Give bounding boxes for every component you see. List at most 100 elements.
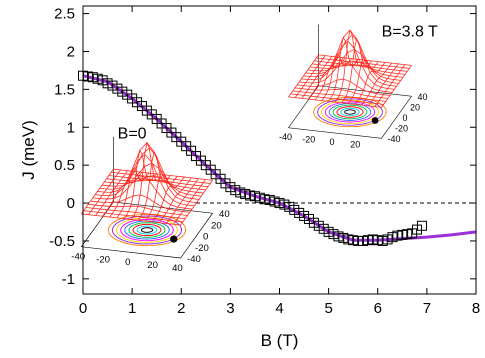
inset-base-plane — [80, 201, 214, 259]
axis-ticks: 0 1 2 3 4 5 6 7 8 -1 -0.5 0 0.5 1 1.5 2 2.5 — [49, 6, 480, 317]
inset-surface-mesh — [381, 65, 412, 108]
inset-surface-mesh — [95, 153, 195, 207]
inset-x-tick-label: -20 — [96, 254, 110, 265]
inset-contour — [132, 223, 162, 237]
inset-contour — [107, 213, 187, 247]
inset-contour — [124, 220, 170, 240]
inset-contour — [120, 218, 174, 242]
plot-frame — [82, 5, 477, 295]
inset-surface-mesh — [303, 29, 397, 87]
inset-y-tick-label: 40 — [418, 92, 428, 102]
inset-contour — [332, 104, 368, 120]
inset-y-tick-label: -20 — [195, 243, 209, 254]
y-tick-label: -1 — [62, 271, 75, 288]
inset-contour — [136, 225, 158, 235]
inset-surface-mesh — [354, 62, 386, 105]
inset-contour — [336, 106, 364, 118]
inset-surface-mesh — [166, 178, 199, 224]
inset-y-tick-label: 40 — [219, 209, 230, 220]
inset-y-tick-label: -20 — [395, 124, 408, 134]
inset-surface-mesh — [347, 56, 379, 104]
inset-base-plane — [287, 85, 413, 139]
inset-contour — [313, 96, 387, 128]
inset-x-tick-label: 40 — [172, 263, 183, 274]
data-markers — [78, 70, 427, 246]
annotation-b-0: B=0 — [118, 126, 147, 143]
x-tick-label: 1 — [128, 300, 136, 317]
x-tick-label: 3 — [226, 300, 234, 317]
annotation-b-3-8: B=3.8 T — [382, 23, 438, 40]
y-axis-label: J (meV) — [19, 120, 38, 180]
inset-y-tick-label: 20 — [211, 220, 222, 231]
inset-surface-mesh — [297, 78, 391, 96]
inset-surface-mesh — [361, 62, 392, 106]
inset-contour — [111, 215, 183, 245]
data-point — [416, 220, 427, 231]
inset-surface-mesh — [288, 54, 319, 98]
x-tick-label: 5 — [324, 300, 332, 317]
inset-surface-mesh — [374, 64, 406, 107]
inset-surface-mesh — [290, 93, 384, 105]
inset-surface-mesh — [292, 90, 386, 102]
inset-surface-mesh — [367, 63, 399, 107]
inset-x-tick-label: 0 — [329, 137, 334, 147]
x-tick-label: 4 — [275, 300, 283, 317]
y-tick-label: 0 — [67, 195, 75, 212]
inset-surface-mesh — [85, 207, 186, 220]
inset-contour — [128, 222, 166, 238]
inset-surface-mesh — [88, 203, 188, 216]
inset-surface-mesh — [83, 210, 183, 223]
x-axis-label: B (T) — [261, 331, 299, 350]
inset-surface-mesh — [341, 37, 372, 104]
inset-contour — [140, 227, 154, 233]
y-tick-label: 1 — [67, 119, 75, 136]
inset-contour — [317, 98, 383, 126]
inset-x-tick-label: 20 — [147, 260, 158, 271]
inset-surface-mesh — [299, 60, 393, 93]
inset-x-tick-label: -40 — [279, 132, 292, 142]
inset-surface-mesh — [294, 87, 388, 99]
inset-surface-mesh — [92, 175, 193, 210]
x-tick-label: 0 — [79, 300, 87, 317]
inset-surface-mesh — [97, 142, 197, 204]
inset-dot — [170, 235, 178, 243]
inset-x-tick-label: 20 — [350, 140, 360, 150]
inset-surface-mesh — [159, 177, 192, 223]
inset-surface-mesh — [144, 170, 178, 222]
y-tick-label: 0.5 — [54, 157, 75, 174]
inset-surface-mesh — [90, 194, 190, 213]
inset-y-tick-label: -40 — [187, 254, 201, 265]
y-tick-label: 2 — [67, 43, 75, 60]
inset-contour — [340, 107, 360, 117]
inset-contour — [320, 99, 380, 125]
x-tick-label: 7 — [423, 300, 431, 317]
inset-contour — [344, 109, 356, 115]
inset-surface-mesh — [288, 96, 382, 108]
x-tick-label: 6 — [374, 300, 382, 317]
inset-surface-mesh — [301, 40, 395, 90]
inset-y-tick-label: 0 — [403, 113, 408, 123]
y-tick-label: 1.5 — [54, 81, 75, 98]
y-tick-label: 2.5 — [54, 6, 75, 23]
inset-y-tick-label: 0 — [203, 232, 208, 243]
inset-contour — [328, 103, 372, 121]
inset-x-tick-label: -20 — [302, 134, 315, 144]
inset-y-tick-label: -40 — [388, 134, 401, 144]
inset-x-tick-label: 0 — [125, 257, 130, 268]
y-tick-label: -0.5 — [49, 233, 75, 250]
inset-surface-mesh — [180, 180, 213, 226]
inset-x-tick-label: -40 — [71, 252, 85, 263]
inset-y-tick-label: 20 — [410, 103, 420, 113]
x-tick-label: 8 — [472, 300, 480, 317]
inset-contour — [116, 217, 178, 243]
inset-surface-mesh — [173, 179, 206, 225]
inset-surface-mesh — [137, 150, 171, 221]
x-tick-label: 2 — [177, 300, 185, 317]
inset-surface-mesh — [81, 213, 181, 226]
inset-dot — [371, 117, 379, 124]
inset-surface-mesh — [151, 176, 185, 223]
inset-contour — [324, 101, 376, 123]
